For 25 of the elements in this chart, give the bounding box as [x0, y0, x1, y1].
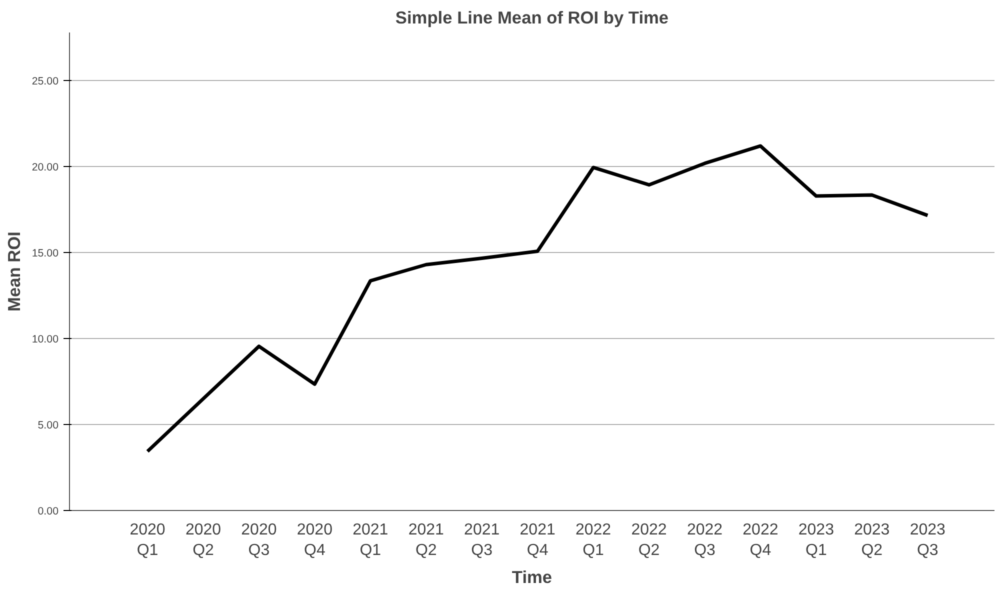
line-series [146, 144, 930, 454]
x-tick-label: 2021 Q3 [464, 522, 500, 559]
x-tick-label: 2022 Q2 [631, 522, 667, 559]
y-tick-label: 25.00 [32, 76, 59, 88]
x-tick-label: 2023 Q3 [910, 522, 946, 559]
x-tick-label: 2020 Q1 [130, 522, 166, 559]
x-tick-label: 2020 Q3 [241, 522, 277, 559]
x-tick-label: 2020 Q2 [185, 522, 222, 559]
x-tick-label: 2023 Q1 [798, 522, 834, 559]
x-tick-label: 2022 Q1 [576, 522, 612, 559]
y-tick-label: 0.00 [38, 506, 59, 518]
x-tick-label: 2021 Q4 [520, 522, 556, 559]
x-tick-label: 2022 Q4 [742, 522, 778, 559]
x-tick-label: 2022 Q3 [686, 522, 723, 559]
x-tick-label: 2020 Q4 [296, 522, 333, 559]
y-tick-label: 15.00 [32, 248, 59, 260]
y-tick-label: 5.00 [38, 420, 59, 432]
y-axis-title: Mean ROI [4, 232, 24, 312]
y-tick-label: 20.00 [32, 162, 59, 174]
x-tick-label: 2021 Q1 [352, 522, 388, 559]
x-axis-title: Time [512, 566, 552, 587]
y-tick-label: 10.00 [32, 334, 59, 346]
x-tick-label: 2023 Q2 [854, 522, 890, 559]
chart-title: Simple Line Mean of ROI by Time [395, 8, 669, 28]
x-tick-label: 2021 Q2 [408, 522, 444, 559]
